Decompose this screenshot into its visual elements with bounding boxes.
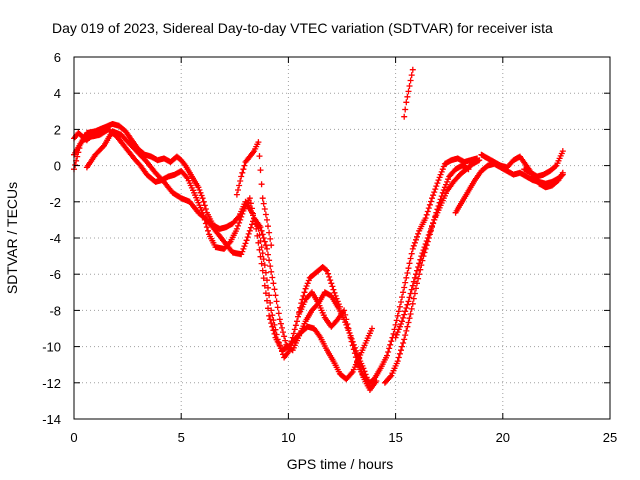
data-points: [71, 66, 566, 393]
y-tick-label: 4: [54, 86, 61, 101]
y-tick-label: 6: [54, 50, 61, 65]
series-track-3: [83, 128, 373, 390]
x-tick-label: 20: [496, 430, 510, 445]
x-tick-label: 0: [70, 430, 77, 445]
y-tick-label: 2: [54, 122, 61, 137]
x-axis-label: GPS time / hours: [287, 456, 394, 472]
series-markers: [354, 155, 481, 386]
y-tick-label: -2: [49, 195, 61, 210]
grid: [74, 57, 610, 419]
y-tick-label: 0: [54, 159, 61, 174]
x-tick-label: 15: [388, 430, 402, 445]
y-tick-label: -8: [49, 303, 61, 318]
y-tick-labels: -14 -12 -10 -8 -6 -4 -2 0 2 4 6: [42, 50, 61, 427]
series-markers: [71, 121, 343, 361]
x-tick-labels: 0 5 10 15 20 25: [70, 430, 617, 445]
x-tick-label: 10: [281, 430, 295, 445]
series-markers: [401, 66, 416, 120]
series-track-2: [71, 126, 375, 383]
x-tick-label: 5: [178, 430, 185, 445]
axis-ticks: [73, 56, 611, 420]
y-tick-label: -14: [42, 412, 61, 427]
series-markers: [478, 151, 566, 191]
series-markers: [71, 126, 375, 383]
series-markers: [392, 157, 483, 341]
series-track-6: [354, 155, 481, 386]
series-track-9: [401, 66, 416, 120]
series-markers: [83, 128, 373, 390]
series-track-1: [71, 121, 343, 361]
series-track-11: [478, 151, 566, 191]
series-markers: [233, 139, 275, 249]
y-axis-label: SDTVAR / TECUs: [4, 182, 20, 294]
series-markers: [521, 148, 566, 180]
y-tick-label: -12: [42, 376, 61, 391]
series-track-8: [392, 157, 483, 341]
y-tick-label: -6: [49, 267, 61, 282]
x-tick-label: 25: [603, 430, 617, 445]
series-track-12: [521, 148, 566, 180]
chart-title: Day 019 of 2023, Sidereal Day-to-day VTE…: [52, 20, 553, 36]
y-tick-label: -4: [49, 231, 61, 246]
series-track-4: [233, 139, 275, 249]
y-tick-label: -10: [42, 340, 61, 355]
